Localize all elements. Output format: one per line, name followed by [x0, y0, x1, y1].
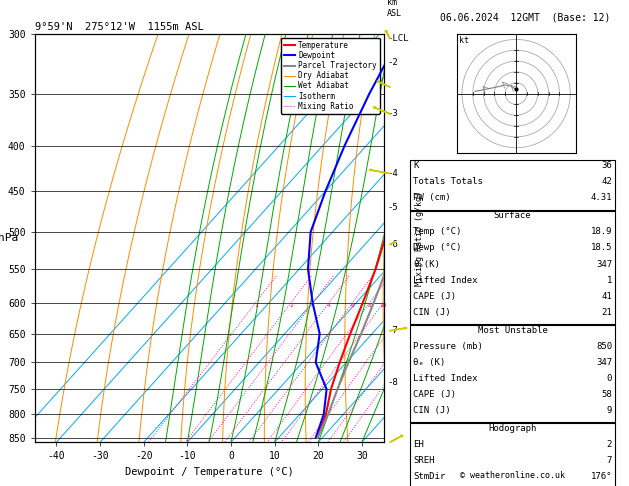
- Text: 9°59'N  275°12'W  1155m ASL: 9°59'N 275°12'W 1155m ASL: [35, 22, 203, 32]
- Text: 18.9: 18.9: [591, 227, 612, 237]
- Text: θₑ(K): θₑ(K): [413, 260, 440, 269]
- X-axis label: Dewpoint / Temperature (°C): Dewpoint / Temperature (°C): [125, 467, 294, 477]
- Text: 06.06.2024  12GMT  (Base: 12): 06.06.2024 12GMT (Base: 12): [440, 12, 610, 22]
- Text: 42: 42: [601, 177, 612, 187]
- Text: 58: 58: [601, 390, 612, 399]
- Text: Lifted Index: Lifted Index: [413, 276, 478, 285]
- Text: 8: 8: [368, 303, 372, 308]
- Text: Surface: Surface: [494, 211, 532, 221]
- Text: θₑ (K): θₑ (K): [413, 358, 445, 367]
- Text: 1: 1: [253, 303, 257, 308]
- Text: 850: 850: [596, 342, 612, 351]
- Text: Totals Totals: Totals Totals: [413, 177, 483, 187]
- Text: Temp (°C): Temp (°C): [413, 227, 462, 237]
- Text: EH: EH: [413, 440, 424, 449]
- Text: CAPE (J): CAPE (J): [413, 292, 456, 301]
- Text: Most Unstable: Most Unstable: [477, 326, 548, 335]
- Text: -8: -8: [387, 378, 398, 387]
- Text: CIN (J): CIN (J): [413, 308, 451, 317]
- Text: 176°: 176°: [591, 472, 612, 481]
- Text: CIN (J): CIN (J): [413, 406, 451, 415]
- Text: Mixing Ratio (g/kg): Mixing Ratio (g/kg): [415, 191, 424, 286]
- Text: PW (cm): PW (cm): [413, 193, 451, 203]
- Text: hPa: hPa: [0, 233, 18, 243]
- Text: kt: kt: [459, 35, 469, 45]
- Text: -2: -2: [387, 57, 398, 67]
- Text: -7: -7: [387, 326, 398, 335]
- Text: -5: -5: [387, 203, 398, 212]
- Text: -LCL: -LCL: [387, 34, 409, 43]
- Text: 18.5: 18.5: [591, 243, 612, 253]
- Text: Hodograph: Hodograph: [489, 424, 537, 433]
- Text: © weatheronline.co.uk: © weatheronline.co.uk: [460, 471, 565, 480]
- Text: 41: 41: [601, 292, 612, 301]
- Text: 6: 6: [350, 303, 354, 308]
- Text: -3: -3: [387, 109, 398, 118]
- Text: Lifted Index: Lifted Index: [413, 374, 478, 383]
- Text: SREH: SREH: [413, 456, 435, 465]
- Text: 0: 0: [606, 374, 612, 383]
- Text: 21: 21: [601, 308, 612, 317]
- Text: 4.31: 4.31: [591, 193, 612, 203]
- Text: 4: 4: [327, 303, 331, 308]
- Text: 3: 3: [311, 303, 314, 308]
- Text: Dewp (°C): Dewp (°C): [413, 243, 462, 253]
- Text: 347: 347: [596, 260, 612, 269]
- Text: 9: 9: [606, 406, 612, 415]
- Text: 36: 36: [601, 161, 612, 171]
- Text: 2: 2: [606, 440, 612, 449]
- Text: CAPE (J): CAPE (J): [413, 390, 456, 399]
- Text: km
ASL: km ASL: [387, 0, 402, 17]
- Text: 10: 10: [380, 303, 387, 308]
- Text: 2: 2: [289, 303, 293, 308]
- Text: StmDir: StmDir: [413, 472, 445, 481]
- Text: 347: 347: [596, 358, 612, 367]
- Text: 7: 7: [606, 456, 612, 465]
- Text: K: K: [413, 161, 419, 171]
- Text: -4: -4: [387, 169, 398, 178]
- Legend: Temperature, Dewpoint, Parcel Trajectory, Dry Adiabat, Wet Adiabat, Isotherm, Mi: Temperature, Dewpoint, Parcel Trajectory…: [281, 38, 380, 114]
- Text: 1: 1: [606, 276, 612, 285]
- Text: Pressure (mb): Pressure (mb): [413, 342, 483, 351]
- Text: -6: -6: [387, 240, 398, 249]
